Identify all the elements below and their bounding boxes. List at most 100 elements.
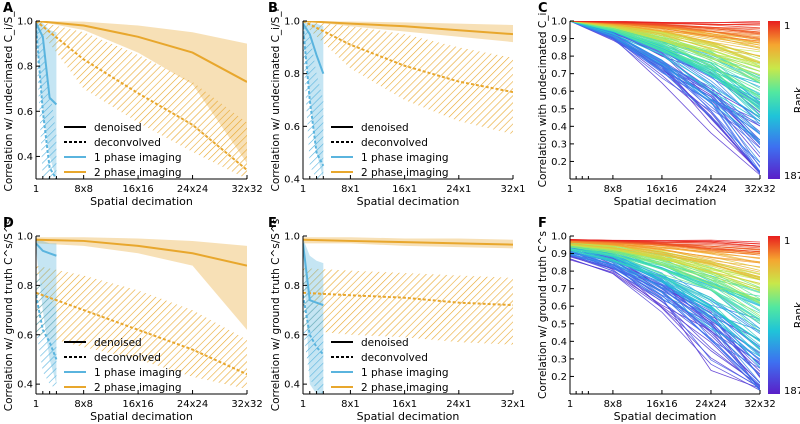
y-axis-label: Correlation w/ undecimated C_i/S_i	[270, 9, 282, 192]
rank-line	[570, 259, 760, 375]
line-1phase-denoised	[303, 23, 325, 75]
x-tick-label: 24x24	[177, 184, 208, 195]
x-tick-label: 32x32	[231, 399, 262, 410]
y-axis-label: Correlation w/ ground truth C^s/S^s	[3, 219, 15, 411]
rank-line	[570, 247, 760, 368]
line-1phase-deconvolved	[303, 295, 325, 356]
colorbar-bottom-label: 187	[784, 171, 800, 182]
band-2phase-denoised	[36, 21, 247, 164]
y-tick-label: 0.6	[551, 302, 567, 313]
line-1phase-denoised	[303, 243, 324, 307]
x-tick-label: 8x1	[341, 399, 360, 410]
panel-letter: E	[268, 216, 277, 231]
colorbar-label: Rank	[793, 301, 800, 328]
band-1phase-deconvolved	[303, 21, 324, 179]
legend-label: denoised	[361, 122, 409, 134]
x-tick-label: 16x16	[122, 399, 153, 410]
rank-line	[570, 248, 760, 357]
legend-label: denoised	[361, 337, 409, 349]
y-tick-label: 1.0	[284, 232, 300, 243]
x-tick-label: 32x1	[500, 399, 525, 410]
x-tick-label: 24x24	[177, 399, 208, 410]
x-tick-label: 1	[300, 184, 306, 195]
plot-area	[570, 239, 760, 391]
y-tick-label: 0.8	[551, 267, 567, 278]
legend-label: 1 phase imaging	[94, 152, 182, 164]
line-1phase-denoised	[36, 242, 57, 257]
panel-letter: F	[538, 216, 547, 231]
y-tick-label: 0.9	[551, 249, 567, 260]
panel-letter: B	[268, 1, 278, 16]
rank-line	[570, 21, 760, 97]
colorbar	[768, 21, 780, 179]
x-tick-label: 24x24	[695, 184, 726, 195]
x-axis-label: Spatial decimation	[614, 410, 717, 423]
y-tick-label: 0.6	[284, 330, 300, 341]
legend-label: 1 phase imaging	[361, 152, 449, 164]
line-2phase-denoised	[36, 238, 247, 267]
y-tick-label: 0.6	[17, 107, 33, 118]
rank-line	[570, 241, 760, 281]
y-axis-label: Correlation w/ ground truth C^s/S^s	[270, 219, 282, 411]
rank-line	[570, 21, 760, 117]
colorbar-top-label: 1	[784, 236, 790, 247]
y-tick-label: 1.0	[284, 17, 300, 28]
y-tick-label: 1.0	[17, 232, 33, 243]
y-tick-label: 0.7	[551, 284, 567, 295]
x-tick-label: 32x32	[231, 184, 262, 195]
line-2phase-deconvolved	[303, 21, 513, 94]
rank-line	[570, 243, 760, 278]
rank-line	[570, 21, 760, 64]
line-2phase-denoised	[303, 21, 513, 36]
x-axis-label: Spatial decimation	[90, 195, 193, 208]
legend-label: 2 phase imaging	[361, 382, 449, 394]
line-2phase-denoised	[36, 21, 247, 83]
y-tick-label: 0.4	[551, 337, 567, 348]
rank-line	[570, 244, 760, 284]
x-tick-label: 16x1	[392, 399, 417, 410]
y-tick-label: 0.3	[551, 354, 567, 365]
band-1phase-denoised	[303, 238, 324, 394]
y-tick-label: 0.6	[284, 122, 300, 133]
y-tick-label: 0.7	[551, 69, 567, 80]
rank-line	[570, 255, 760, 388]
y-tick-label: 0.8	[551, 52, 567, 63]
y-tick-label: 0.4	[284, 175, 300, 186]
legend-label: deconvolved	[94, 352, 161, 364]
legend-label: 2 phase imaging	[361, 167, 449, 179]
band-1phase-deconvolved	[303, 270, 324, 394]
rank-line	[570, 246, 760, 314]
y-tick-label: 0.4	[17, 152, 33, 163]
x-tick-label: 16x16	[646, 399, 677, 410]
y-tick-label: 0.4	[17, 380, 33, 391]
legend-label: 1 phase imaging	[361, 367, 449, 379]
y-tick-label: 0.8	[284, 281, 300, 292]
panel-letter: D	[3, 216, 14, 231]
y-tick-label: 0.8	[17, 62, 33, 73]
rank-line	[570, 21, 760, 145]
legend-label: denoised	[94, 337, 142, 349]
y-tick-label: 0.8	[284, 69, 300, 80]
rank-line	[570, 21, 760, 163]
line-1phase-deconvolved	[36, 295, 58, 360]
x-tick-label: 8x8	[74, 184, 93, 195]
band-2phase-denoised	[36, 237, 247, 330]
legend-label: 1 phase imaging	[94, 367, 182, 379]
rank-line	[570, 246, 760, 304]
rank-line	[570, 21, 760, 141]
rank-line	[570, 249, 760, 322]
x-tick-label: 24x1	[446, 184, 471, 195]
y-tick-label: 0.6	[551, 87, 567, 98]
rank-line	[570, 258, 760, 391]
y-tick-label: 0.2	[551, 372, 567, 383]
y-tick-label: 0.8	[17, 281, 33, 292]
plot-area	[36, 21, 247, 179]
x-tick-label: 1	[33, 399, 39, 410]
band-1phase-deconvolved	[36, 21, 57, 179]
x-axis-label: Spatial decimation	[90, 410, 193, 423]
rank-line	[570, 240, 760, 254]
